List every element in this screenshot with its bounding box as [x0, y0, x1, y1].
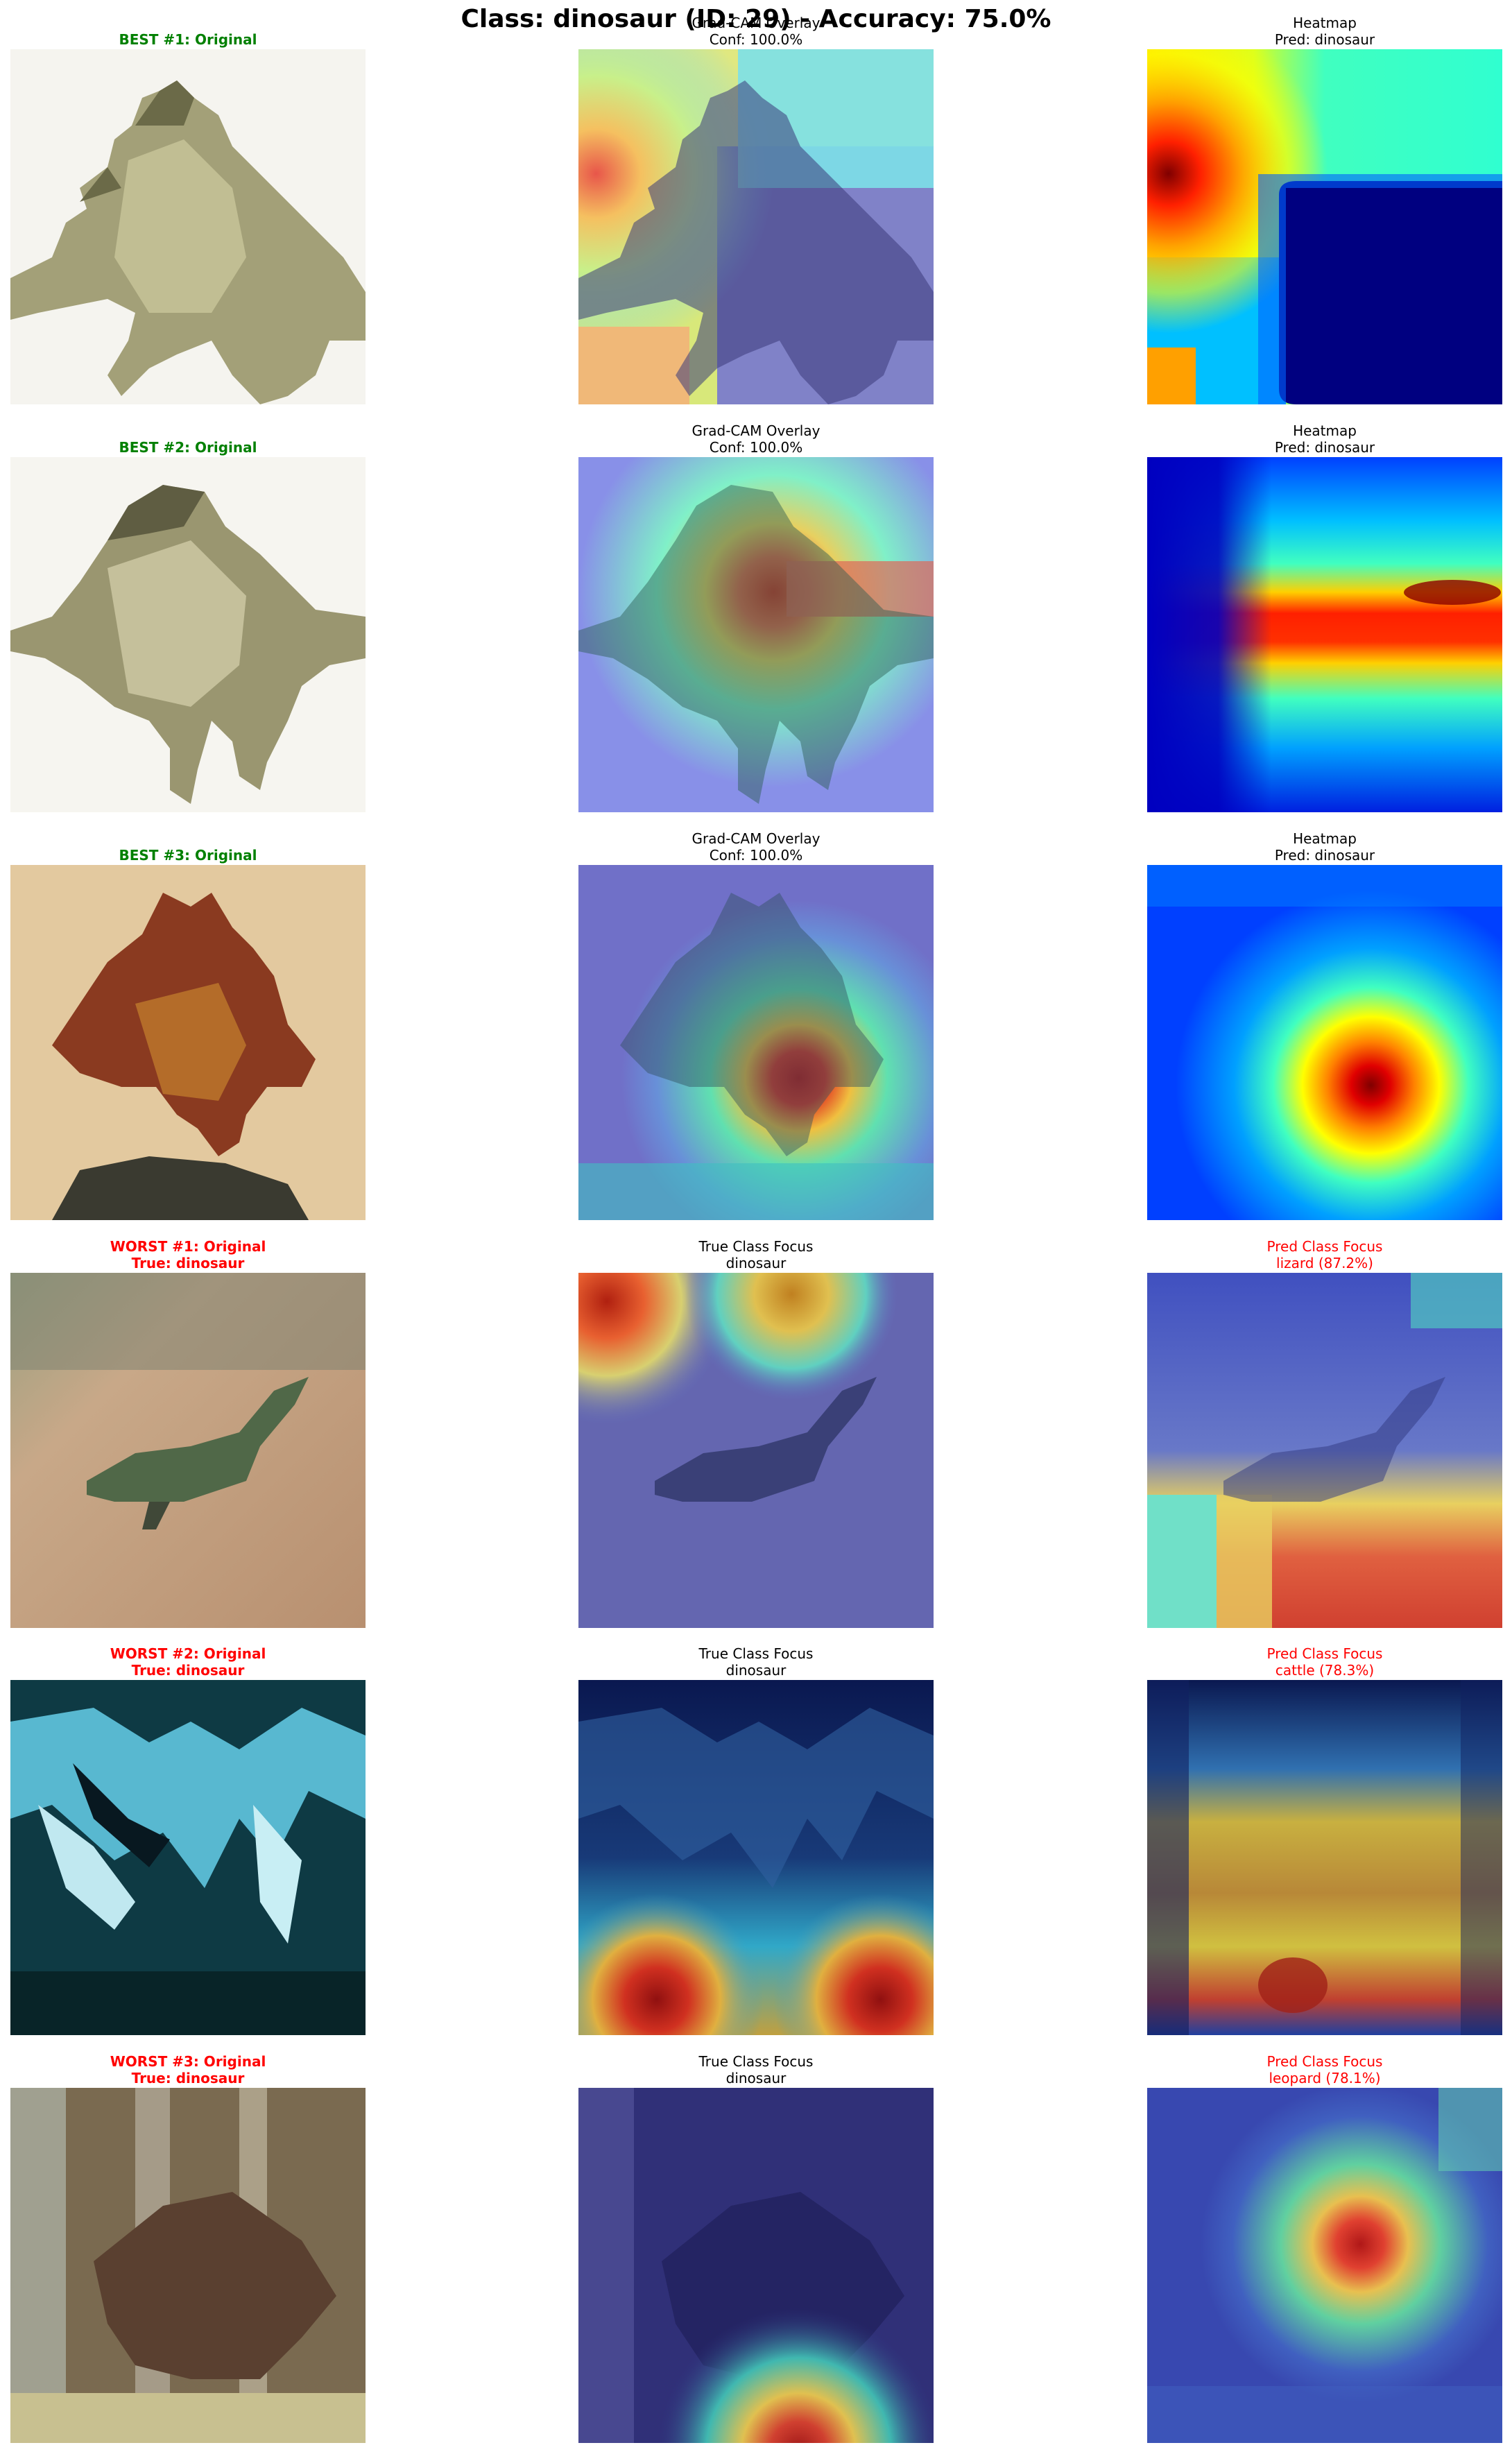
- best-3-original-title: BEST #3: Original: [10, 847, 366, 864]
- caption-line: cattle (78.3%): [1275, 1662, 1375, 1679]
- best-1-heatmap: [1147, 49, 1502, 404]
- caption-line: True Class Focus: [698, 1238, 814, 1255]
- caption-line: Conf: 100.0%: [709, 847, 803, 864]
- worst-3-original-title: WORST #3: Original True: dinosaur: [10, 2053, 366, 2086]
- best-1-original-image: [10, 49, 366, 404]
- caption-line: BEST #2: Original: [119, 439, 257, 456]
- caption-line: Conf: 100.0%: [709, 439, 803, 456]
- caption-line: BEST #3: Original: [119, 847, 257, 864]
- best-1-overlay-title: Grad-CAM Overlay Conf: 100.0%: [578, 15, 934, 48]
- caption-line: True: dinosaur: [131, 2070, 245, 2086]
- best-1-heatmap-title: Heatmap Pred: dinosaur: [1147, 15, 1502, 48]
- caption-line: True Class Focus: [698, 2053, 814, 2070]
- worst-3-pred-focus-overlay: [1147, 2088, 1502, 2443]
- caption-line: Grad-CAM Overlay: [691, 830, 821, 847]
- best-1-original-title: BEST #1: Original: [10, 31, 366, 48]
- caption-line: dinosaur: [725, 1662, 787, 1679]
- worst-3-true-focus-overlay: [578, 2088, 934, 2443]
- worst-3-true-focus-title: True Class Focus dinosaur: [578, 2053, 934, 2086]
- figure-title: Class: dinosaur (ID: 29) - Accuracy: 75.…: [461, 5, 1051, 33]
- caption-line: lizard (87.2%): [1276, 1255, 1373, 1271]
- caption-line: dinosaur: [725, 1255, 787, 1271]
- best-2-overlay-title: Grad-CAM Overlay Conf: 100.0%: [578, 422, 934, 456]
- caption-line: Pred Class Focus: [1266, 1238, 1383, 1255]
- caption-line: Pred: dinosaur: [1274, 847, 1375, 864]
- caption-line: leopard (78.1%): [1269, 2070, 1381, 2086]
- best-2-gradcam-overlay: [578, 457, 934, 812]
- worst-1-true-focus-title: True Class Focus dinosaur: [578, 1238, 934, 1271]
- worst-3-original-image: [10, 2088, 366, 2443]
- caption-line: dinosaur: [725, 2070, 787, 2086]
- caption-line: Heatmap: [1293, 15, 1357, 31]
- best-1-gradcam-overlay: [578, 49, 934, 404]
- caption-line: Pred: dinosaur: [1274, 31, 1375, 48]
- best-2-original-image: [10, 457, 366, 812]
- caption-line: Grad-CAM Overlay: [691, 422, 821, 439]
- caption-line: Pred Class Focus: [1266, 1645, 1383, 1662]
- worst-2-true-focus-title: True Class Focus dinosaur: [578, 1645, 934, 1679]
- worst-1-original-title: WORST #1: Original True: dinosaur: [10, 1238, 366, 1271]
- best-2-original-title: BEST #2: Original: [10, 439, 366, 456]
- worst-2-pred-focus-overlay: [1147, 1680, 1502, 2035]
- caption-line: WORST #2: Original: [110, 1645, 266, 1662]
- worst-1-true-focus-overlay: [578, 1273, 934, 1628]
- worst-2-original-image: [10, 1680, 366, 2035]
- best-2-heatmap-title: Heatmap Pred: dinosaur: [1147, 422, 1502, 456]
- best-3-heatmap: [1147, 865, 1502, 1220]
- worst-1-pred-focus-overlay: [1147, 1273, 1502, 1628]
- caption-line: Conf: 100.0%: [709, 31, 803, 48]
- worst-2-original-title: WORST #2: Original True: dinosaur: [10, 1645, 366, 1679]
- caption-line: Grad-CAM Overlay: [691, 15, 821, 31]
- best-3-original-image: [10, 865, 366, 1220]
- best-3-overlay-title: Grad-CAM Overlay Conf: 100.0%: [578, 830, 934, 864]
- caption-line: WORST #3: Original: [110, 2053, 266, 2070]
- caption-line: Heatmap: [1293, 422, 1357, 439]
- caption-line: True: dinosaur: [131, 1255, 245, 1271]
- caption-line: BEST #1: Original: [119, 31, 257, 48]
- worst-1-pred-focus-title: Pred Class Focus lizard (87.2%): [1147, 1238, 1502, 1271]
- caption-line: Pred Class Focus: [1266, 2053, 1383, 2070]
- caption-line: Pred: dinosaur: [1274, 439, 1375, 456]
- worst-3-pred-focus-title: Pred Class Focus leopard (78.1%): [1147, 2053, 1502, 2086]
- best-3-gradcam-overlay: [578, 865, 934, 1220]
- caption-line: Heatmap: [1293, 830, 1357, 847]
- worst-2-pred-focus-title: Pred Class Focus cattle (78.3%): [1147, 1645, 1502, 1679]
- caption-line: True Class Focus: [698, 1645, 814, 1662]
- caption-line: True: dinosaur: [131, 1662, 245, 1679]
- caption-line: WORST #1: Original: [110, 1238, 266, 1255]
- worst-2-true-focus-overlay: [578, 1680, 934, 2035]
- best-3-heatmap-title: Heatmap Pred: dinosaur: [1147, 830, 1502, 864]
- best-2-heatmap: [1147, 457, 1502, 812]
- worst-1-original-image: [10, 1273, 366, 1628]
